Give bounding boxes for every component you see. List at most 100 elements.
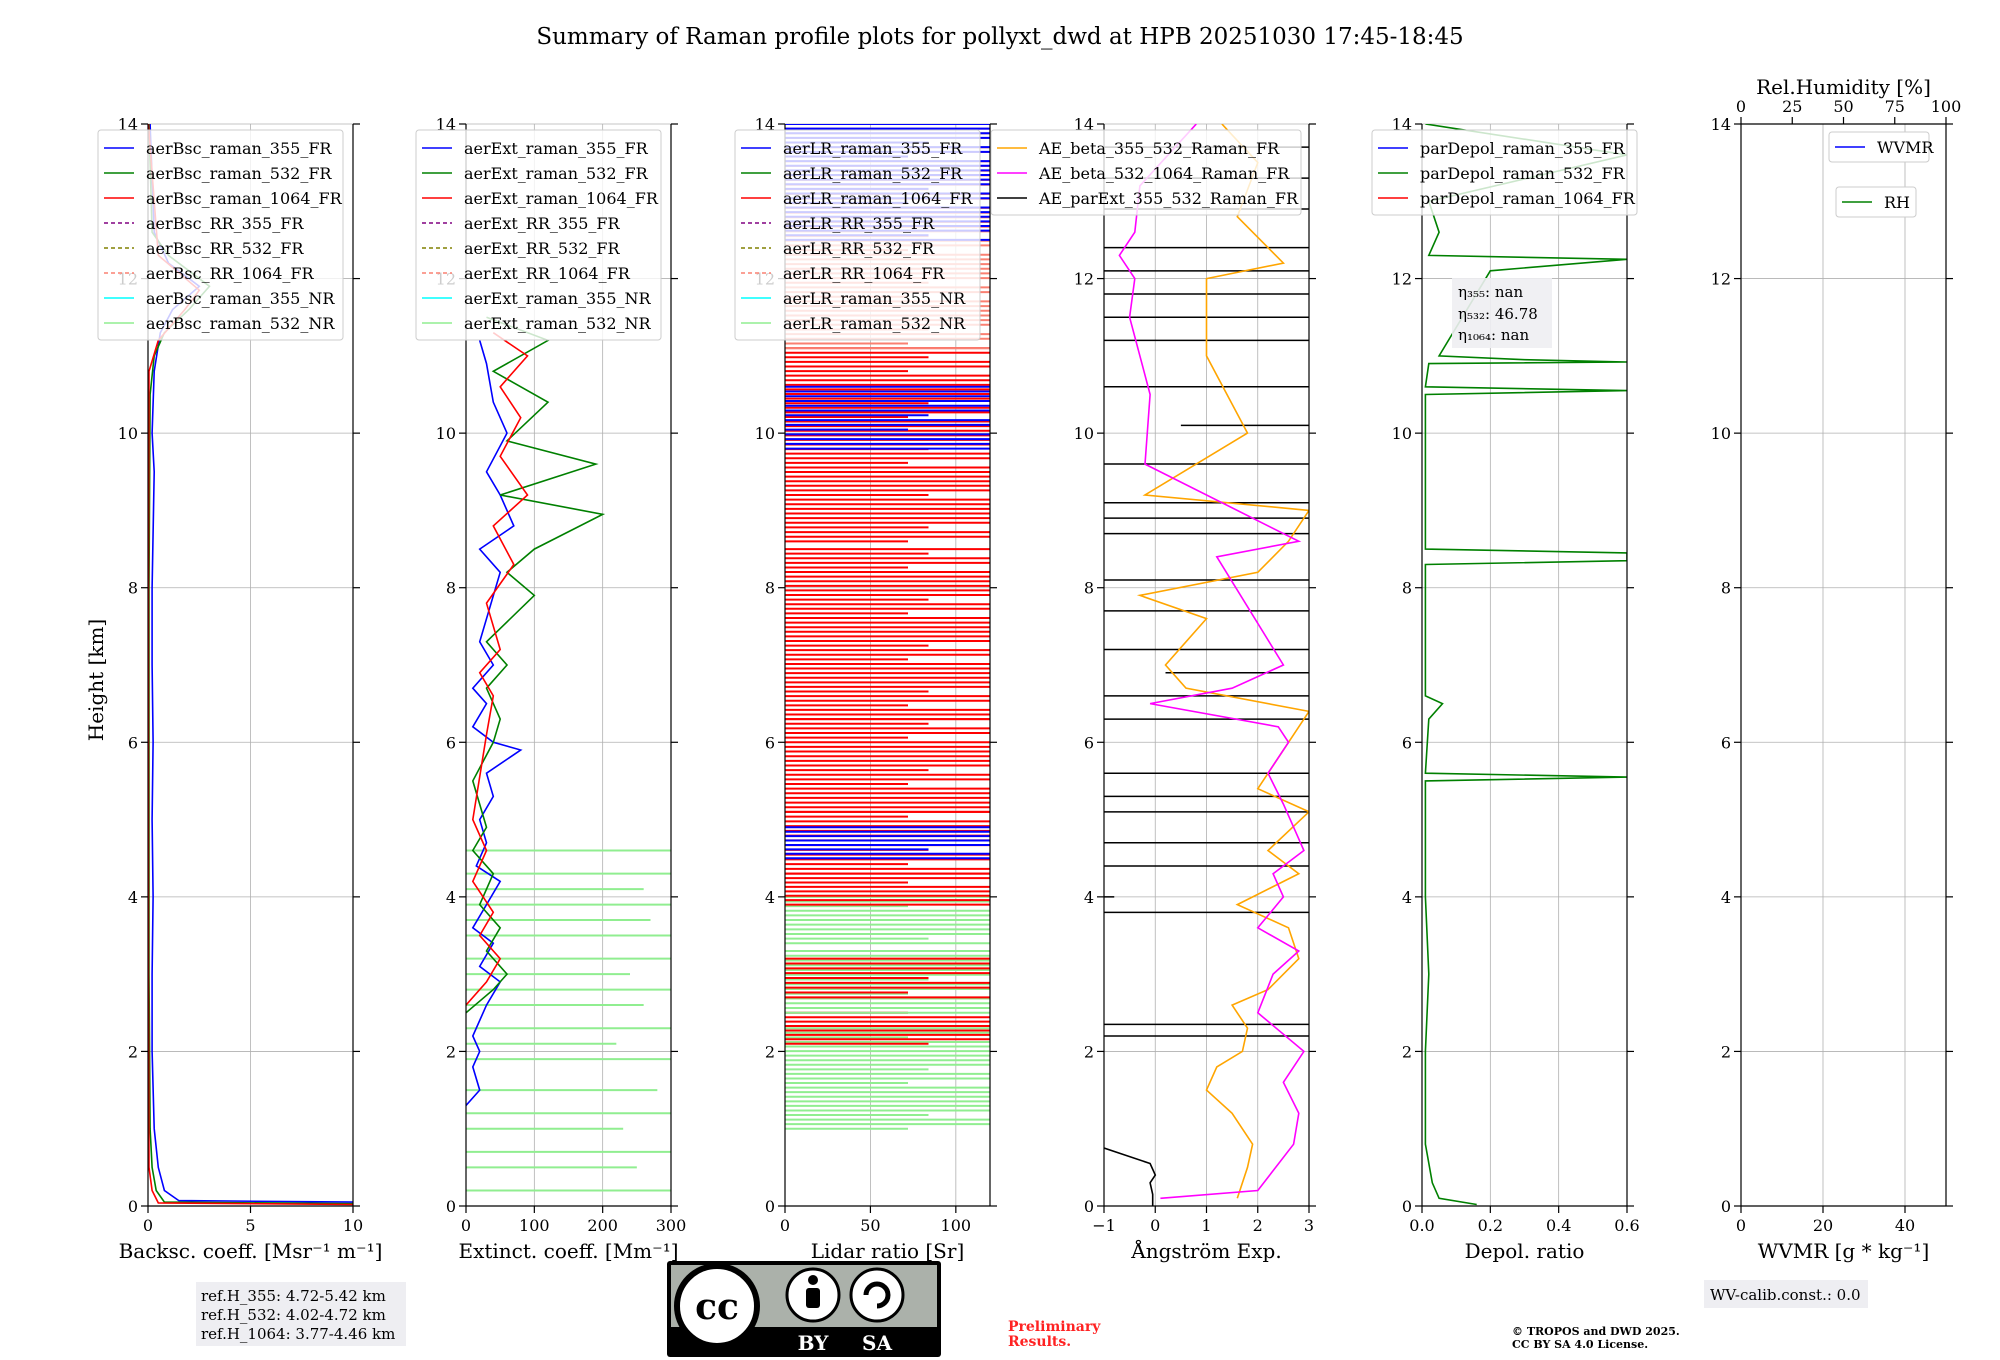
legend-box (415, 129, 662, 341)
cc-by-label: BY (798, 1331, 830, 1355)
series-parDepol_raman_532_FR (1424, 124, 1627, 1206)
top-xtick-label: 50 (1833, 97, 1853, 116)
top-xtick-label: 0 (1736, 97, 1746, 116)
legend-label: AE_parExt_355_532_Raman_FR (1038, 189, 1299, 208)
xtick-label: 0.6 (1614, 1216, 1639, 1235)
ytick-label: 10 (118, 424, 138, 443)
ref-height-1064: ref.H_1064: 3.77-4.46 km (201, 1325, 395, 1343)
copyright-line2: CC BY SA 4.0 License. (1512, 1338, 1648, 1351)
x-axis-label-ae: Ångström Exp. (1130, 1238, 1281, 1263)
y-axis-label: Height [km] (84, 619, 108, 741)
eta-532: η₅₃₂: 46.78 (1458, 305, 1538, 323)
ytick-label: 0 (1721, 1197, 1731, 1216)
legend-box (734, 129, 981, 341)
xtick-label: 200 (587, 1216, 618, 1235)
ytick-label: 0 (446, 1197, 456, 1216)
wv-calib-note: WV-calib.const.: 0.0 (1704, 1280, 1868, 1308)
legend-depol: parDepol_raman_355_FR parDepol_raman_532_… (1371, 129, 1638, 216)
legend-label: aerExt_RR_355_FR (464, 214, 621, 233)
legend-lr: aerLR_raman_355_FR aerLR_raman_532_FR aerL… (734, 129, 981, 341)
legend-label: parDepol_raman_1064_FR (1420, 189, 1636, 208)
x-axis-label-depol: Depol. ratio (1465, 1239, 1585, 1263)
ytick-label: 10 (1074, 424, 1094, 443)
legend-label: parDepol_raman_532_FR (1420, 164, 1626, 183)
ytick-label: 10 (436, 424, 456, 443)
eta-note-box (1452, 278, 1552, 348)
series-AE_parExt_355_532_Raman_FR (1104, 1147, 1157, 1206)
legend-label: AE_beta_355_532_Raman_FR (1038, 139, 1280, 158)
eta-355: η₃₅₅: nan (1458, 283, 1523, 301)
panel-lr: 02468101214050100Lidar ratio [Sr]aerLR_r… (734, 115, 997, 1263)
xtick-label: 300 (656, 1216, 687, 1235)
x-axis-label-lr: Lidar ratio [Sr] (811, 1239, 965, 1263)
xtick-label: 10 (343, 1216, 363, 1235)
ytick-label: 14 (1074, 115, 1094, 134)
legend-label: aerExt_RR_1064_FR (464, 264, 631, 283)
legend-label: aerExt_raman_355_FR (464, 139, 649, 158)
legend-label: aerBsc_RR_1064_FR (146, 264, 315, 283)
xtick-label: 0 (1150, 1216, 1160, 1235)
cc-logo-icon (674, 1263, 760, 1349)
xtick-label: 100 (941, 1216, 972, 1235)
xtick-label: 0 (143, 1216, 153, 1235)
ytick-label: 8 (765, 579, 775, 598)
legend-label: aerLR_RR_355_FR (783, 214, 935, 233)
legend-label: aerLR_raman_532_NR (783, 314, 966, 333)
ytick-label: 0 (1402, 1197, 1412, 1216)
legend-ae: AE_beta_355_532_Raman_FR AE_beta_532_1064… (990, 129, 1302, 216)
legend-label: aerBsc_raman_532_FR (146, 164, 332, 183)
legend-label: aerBsc_raman_355_FR (146, 139, 332, 158)
xtick-label: 0.2 (1478, 1216, 1503, 1235)
top-axis-label: Rel.Humidity [%] (1756, 75, 1931, 99)
legend-label: aerBsc_RR_355_FR (146, 214, 304, 233)
legend-label: WVMR (1877, 138, 1934, 157)
legend-bsc: aerBsc_raman_355_FR aerBsc_raman_532_FRae… (97, 129, 344, 341)
legend-label: aerExt_raman_532_FR (464, 164, 649, 183)
series-aerExt_raman_1064_FR (466, 332, 529, 1006)
xtick-label: 1 (1201, 1216, 1211, 1235)
legend-wv: WVMR RH (1828, 131, 1934, 218)
ytick-label: 14 (1711, 115, 1731, 134)
ref-height-355: ref.H_355: 4.72-5.42 km (201, 1287, 386, 1305)
ref-height-note-box (196, 1282, 406, 1346)
ytick-label: 14 (1392, 115, 1412, 134)
xtick-label: −1 (1092, 1216, 1116, 1235)
legend-label: AE_beta_532_1064_Raman_FR (1038, 164, 1290, 183)
ytick-label: 12 (1711, 270, 1731, 289)
figure-title: Summary of Raman profile plots for polly… (536, 24, 1463, 50)
legend-box (1835, 186, 1917, 218)
ytick-label: 4 (1721, 888, 1731, 907)
xtick-label: 40 (1895, 1216, 1915, 1235)
panel-data-depol (1424, 124, 1627, 1206)
ytick-label: 8 (1402, 579, 1412, 598)
legend-label: RH (1884, 193, 1910, 212)
legend-box (1371, 129, 1638, 216)
series-AE_beta_532_1064_Raman_FR (1118, 124, 1305, 1200)
ytick-label: 12 (1074, 270, 1094, 289)
ytick-label: 2 (1084, 1042, 1094, 1061)
cc-license-badge[interactable]: cc BY SA (667, 1261, 941, 1357)
cc-logo-text: cc (695, 1286, 739, 1328)
ytick-label: 6 (1084, 733, 1094, 752)
legend-label: parDepol_raman_355_FR (1420, 139, 1626, 158)
legend-label: aerLR_raman_532_FR (783, 164, 963, 183)
wv-calib-text: WV-calib.const.: 0.0 (1710, 1286, 1861, 1304)
legend-label: aerExt_RR_532_FR (464, 239, 621, 258)
ytick-label: 2 (128, 1042, 138, 1061)
ytick-label: 6 (1402, 733, 1412, 752)
top-xtick-label: 100 (1931, 97, 1962, 116)
panel-depol: 0 2 4 6 8 10 12 14 0.0 0.2 0.4 0.6 Depol. ratio parDe… (1371, 115, 1640, 1263)
ytick-label: 14 (755, 115, 775, 134)
ytick-label: 8 (128, 579, 138, 598)
preliminary-line2: Results. (1008, 1334, 1071, 1350)
legend-label: aerBsc_raman_1064_FR (146, 189, 343, 208)
eta-1064: η₁₀₆₄: nan (1458, 326, 1529, 344)
legend-label: aerBsc_RR_532_FR (146, 239, 304, 258)
attribution-icon-head (808, 1275, 818, 1285)
xtick-label: 0 (1736, 1216, 1746, 1235)
attribution-icon-body (806, 1288, 820, 1308)
ytick-label: 8 (1084, 579, 1094, 598)
cc-sa-label: SA (862, 1331, 892, 1355)
legend-label: aerExt_raman_1064_FR (464, 189, 659, 208)
